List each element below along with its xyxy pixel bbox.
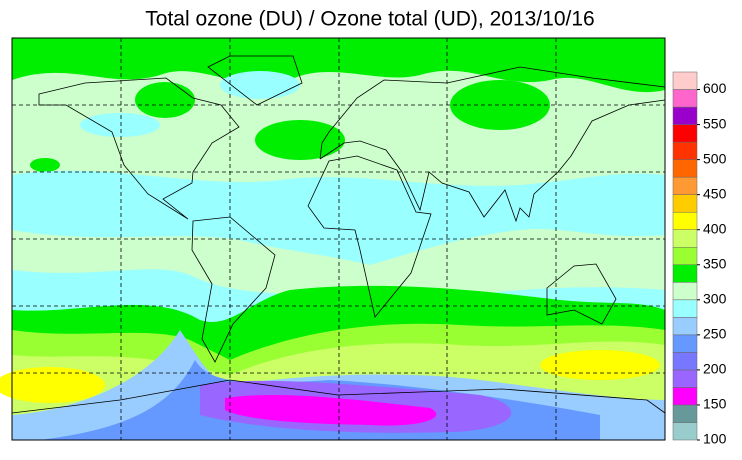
colorbar-tick-label: 400 bbox=[703, 220, 727, 236]
colorbar-bin bbox=[672, 124, 698, 143]
map-frame bbox=[11, 37, 666, 441]
colorbar-bin bbox=[672, 299, 698, 318]
colorbar-tick-label: 600 bbox=[703, 80, 727, 96]
colorbar-tick-label: 350 bbox=[703, 255, 727, 271]
coastline bbox=[191, 216, 276, 363]
ozone-blob bbox=[135, 82, 195, 118]
colorbar-bin bbox=[672, 71, 698, 90]
coastline bbox=[38, 77, 240, 220]
ozone-hole bbox=[225, 395, 437, 426]
colorbar-bin bbox=[672, 194, 698, 213]
ozone-blob bbox=[80, 113, 160, 137]
coastline bbox=[319, 66, 666, 223]
map bbox=[0, 37, 666, 441]
coastline bbox=[207, 55, 303, 106]
ozone-blob bbox=[30, 158, 60, 172]
colorbar-bin bbox=[672, 246, 698, 266]
colorbar-bin bbox=[672, 106, 698, 125]
colorbar-bin bbox=[672, 387, 698, 406]
colorbar-tick-label: 550 bbox=[703, 115, 727, 131]
colorbar-bin bbox=[672, 404, 698, 423]
colorbar-bin bbox=[672, 334, 698, 353]
colorbar-bin bbox=[672, 176, 698, 195]
colorbar-bin bbox=[672, 352, 698, 371]
ozone-blob bbox=[540, 350, 660, 380]
colorbar-bin bbox=[672, 282, 698, 301]
coastline bbox=[307, 155, 432, 318]
colorbar-bin bbox=[672, 159, 698, 178]
colorbar: 100 150 200 250 300 350 400 450 500 550 600 bbox=[672, 71, 727, 447]
colorbar-bin bbox=[672, 229, 698, 248]
colorbar-tick-label: 150 bbox=[703, 396, 727, 412]
ozone-blob bbox=[220, 71, 300, 99]
title: Total ozone (DU) / Ozone total (UD), 201… bbox=[145, 8, 594, 31]
colorbar-tick-label: 250 bbox=[703, 326, 727, 342]
colorbar-bin bbox=[672, 264, 698, 283]
ozone-blob bbox=[0, 367, 105, 403]
ozone-blob bbox=[255, 120, 345, 160]
colorbar-tick-label: 100 bbox=[703, 431, 727, 447]
coastline bbox=[546, 263, 617, 325]
colorbar-tick-label: 200 bbox=[703, 361, 727, 377]
colorbar-bin bbox=[672, 422, 698, 441]
colorbar-bin bbox=[672, 211, 698, 230]
coastline bbox=[11, 379, 666, 414]
colorbar-tick-label: 500 bbox=[703, 150, 727, 166]
ozone-blob bbox=[450, 80, 550, 130]
ozone-north-high bbox=[12, 38, 665, 93]
colorbar-tick-label: 300 bbox=[703, 291, 727, 307]
colorbar-bin bbox=[672, 141, 698, 160]
graticule bbox=[12, 38, 665, 440]
colorbar-tick-label: 450 bbox=[703, 185, 727, 201]
colorbar-bin bbox=[672, 89, 698, 108]
colorbar-bin bbox=[672, 369, 698, 388]
colorbar-bin bbox=[672, 317, 698, 336]
